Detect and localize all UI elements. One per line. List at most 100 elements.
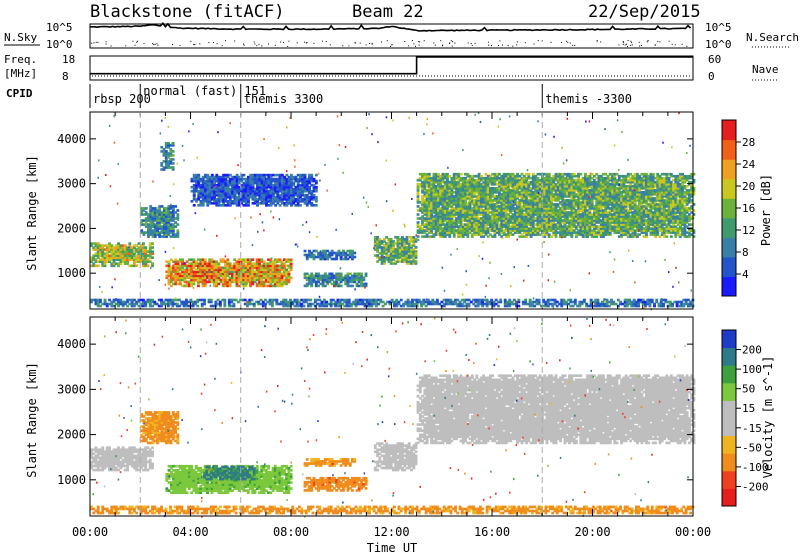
heatmap-cell [233,266,237,270]
heatmap-cell [339,272,343,276]
heatmap-cell [346,284,350,288]
heatmap-cell [176,215,180,218]
heatmap-cell [590,225,594,228]
heatmap-cell [208,280,212,284]
heatmap-cell [312,183,316,187]
heatmap-cell [572,221,576,224]
heatmap-cell [290,198,293,201]
heatmap-cell [246,266,250,270]
heatmap-cell [475,215,479,218]
heatmap-cell [267,264,270,268]
heatmap-cell [541,227,544,230]
heatmap-cell [219,191,223,195]
heatmap-cell [217,204,221,207]
heatmap-cell [251,189,255,193]
heatmap-cell [565,225,569,228]
heatmap-cell [114,246,118,249]
heatmap-cell [421,227,424,230]
heatmap-cell [260,202,264,205]
heatmap-cell [162,213,166,216]
heatmap-cell [455,180,458,184]
heatmap-cell [527,227,531,230]
heatmap-cell [412,242,416,245]
heatmap-cell [473,193,477,196]
heatmap-cell [321,278,325,282]
heatmap-cell [219,268,223,272]
power-ylabel: Slant Range [km] [25,155,39,271]
heatmap-cell [525,235,529,238]
heatmap-cell [160,215,164,218]
heatmap-cell [169,213,173,216]
heatmap-cell [486,195,490,198]
heatmap-cell [502,172,506,176]
heatmap-cell [276,278,280,282]
cpid-mode-label: themis -3300 [545,92,632,106]
heatmap-cell [303,272,307,276]
heatmap-cell [317,253,320,257]
heatmap-cell [516,174,519,178]
heatmap-cell [171,150,175,153]
heatmap-cell [206,280,209,284]
heatmap-cell [206,187,210,191]
heatmap-cell [308,175,311,179]
heatmap-cell [296,195,300,199]
heatmap-cell [443,197,447,200]
heatmap-cell [96,260,100,264]
heatmap-cell [269,189,273,193]
heatmap-cell [437,201,440,204]
heatmap-cell [473,217,477,220]
heatmap-cell [153,235,157,238]
heatmap-cell [511,183,515,186]
heatmap-cell [525,229,529,232]
heatmap-cell [165,276,169,280]
heatmap-cell [581,219,585,222]
heatmap-cell [176,229,180,232]
heatmap-cell [554,229,558,232]
noise-search-dot [143,43,145,45]
heatmap-cell [165,221,168,224]
heatmap-cell [507,213,510,216]
heatmap-cell [144,223,148,226]
heatmap-cell [457,180,461,184]
heatmap-cell [139,244,143,247]
heatmap-cell [452,211,456,214]
heatmap-cell [405,260,409,263]
heatmap-cell [434,205,438,208]
heatmap-cell [570,199,574,202]
heatmap-cell [572,193,576,196]
heatmap-cell [398,252,402,255]
heatmap-cell [128,256,132,260]
heatmap-cell [401,238,404,241]
heatmap-cell [554,231,558,234]
heatmap-cell [441,191,445,194]
heatmap-cell [509,209,513,212]
heatmap-cell [308,276,311,280]
heatmap-cell [543,183,547,186]
heatmap-cell [197,183,201,187]
heatmap-cell [339,274,343,278]
heatmap-cell [482,189,486,192]
noise-search-dot [325,41,327,42]
heatmap-cell [561,209,565,212]
heatmap-cell [344,255,348,259]
heatmap-cell [570,174,574,178]
heatmap-cell [570,215,574,218]
heatmap-cell [396,260,400,263]
heatmap-cell [455,229,458,232]
heatmap-cell [210,181,214,185]
heatmap-cell [240,179,244,183]
heatmap-cell [529,205,533,208]
heatmap-cell [425,233,429,236]
heatmap-cell [608,217,612,220]
heatmap-cell [171,154,175,157]
heatmap-cell [502,223,506,226]
heatmap-cell [489,176,492,180]
heatmap-cell [226,195,230,199]
heatmap-cell [269,284,273,288]
heatmap-cell [176,272,180,276]
heatmap-cell [545,215,549,218]
heatmap-cell [534,207,538,210]
heatmap-cell [597,205,601,208]
heatmap-cell [94,254,98,258]
heatmap-cell [545,185,549,188]
